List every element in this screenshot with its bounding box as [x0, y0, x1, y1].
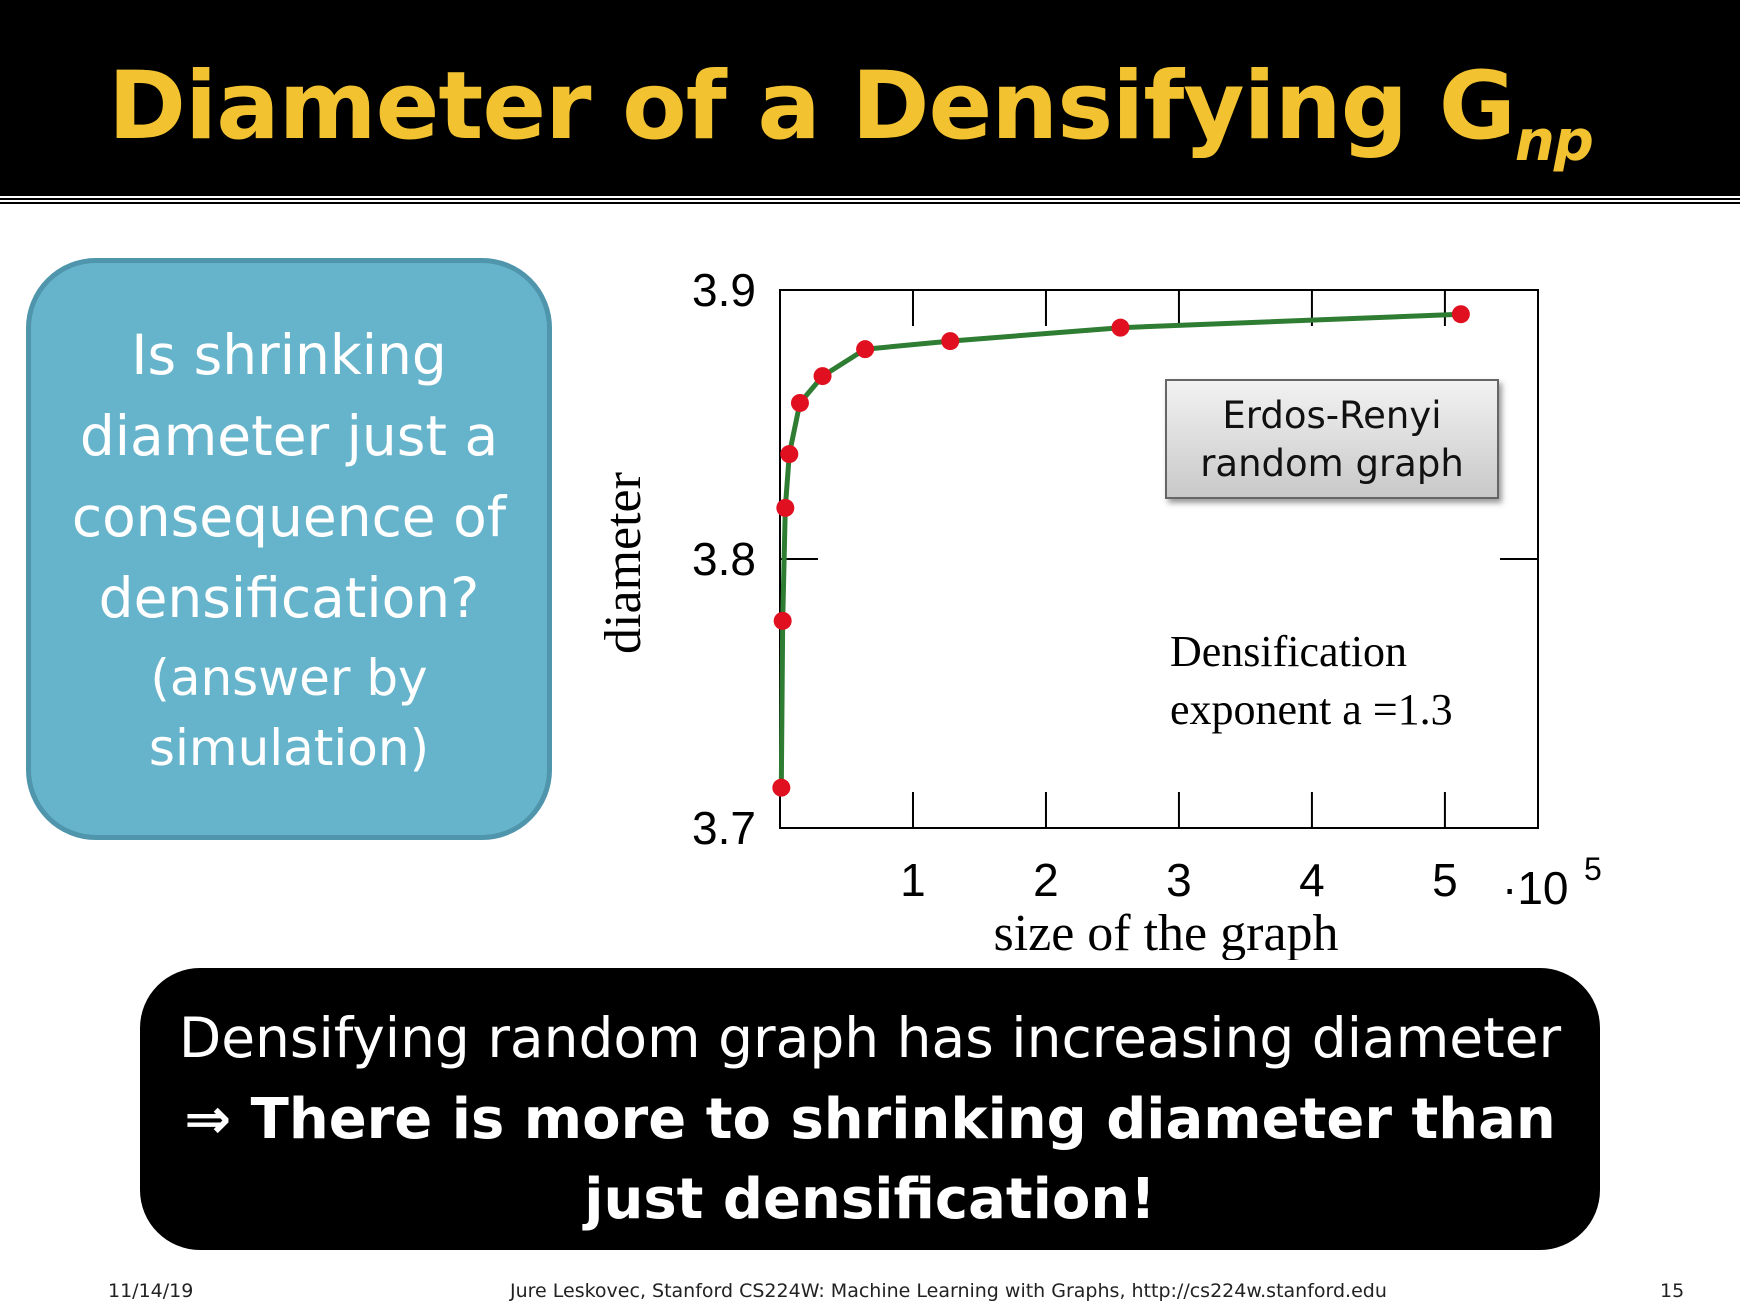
data-point	[1451, 305, 1470, 324]
question-box: Is shrinking diameter just a consequence…	[26, 258, 552, 840]
conclusion-line-1: Densifying random graph has increasing d…	[178, 1006, 1562, 1070]
conclusion-line-3: just densification!	[584, 1167, 1156, 1232]
footer-page-number: 15	[1660, 1280, 1685, 1302]
conclusion-box: Densifying random graph has increasing d…	[140, 968, 1600, 1250]
series-line	[778, 311, 1461, 788]
title-divider	[0, 198, 1740, 204]
legend-box	[1165, 379, 1499, 499]
conclusion-line-2: ⇒ There is more to shrinking diameter th…	[184, 1087, 1556, 1152]
x-tick-label: 2	[1033, 854, 1059, 906]
x-tick-label: 3	[1166, 854, 1192, 906]
question-sub-2: simulation)	[148, 719, 430, 777]
x-multiplier-label: ·10	[1502, 862, 1568, 914]
x-axis-label: size of the graph	[993, 905, 1338, 960]
data-point	[780, 445, 799, 464]
y-axis-label: diameter	[595, 472, 652, 654]
x-tick-label: 4	[1299, 854, 1325, 906]
question-line-3: consequence of	[71, 485, 507, 549]
x-multiplier-exponent: 5	[1584, 851, 1602, 887]
data-point	[773, 611, 792, 630]
axes-layer: 1 2 3 4 5 3.7 3.8 3.9 ·10 5	[692, 264, 1602, 914]
x-tick-label: 1	[900, 854, 926, 906]
question-sub-1: (answer by	[150, 649, 428, 707]
data-point	[772, 778, 791, 797]
y-tick-label: 3.7	[692, 802, 756, 854]
question-line-1: Is shrinking	[131, 323, 447, 387]
diameter-chart: 1 2 3 4 5 3.7 3.8 3.9 ·10 5 Erdos-Renyi random gr…	[595, 264, 1602, 960]
footer-credit: Jure Leskovec, Stanford CS224W: Machine …	[510, 1280, 1387, 1302]
slide-title-main: Diameter of a Densifying G	[108, 52, 1516, 161]
footer-date: 11/14/19	[108, 1280, 194, 1302]
title-bar: Diameter of a Densifying Gnp	[0, 0, 1740, 196]
data-point	[856, 340, 875, 359]
data-point	[813, 367, 832, 386]
plot-frame	[779, 289, 1539, 829]
annotation-line-2: exponent a =1.3	[1170, 685, 1453, 734]
data-point	[941, 332, 960, 351]
y-tick-label: 3.9	[692, 264, 756, 316]
question-line-2: diameter just a	[79, 404, 499, 468]
data-layer	[772, 305, 1470, 797]
question-line-4: densification?	[98, 566, 480, 630]
slide-title: Diameter of a Densifying Gnp	[108, 52, 1594, 174]
x-tick-label: 5	[1432, 854, 1458, 906]
data-point	[1111, 318, 1130, 337]
legend-line-1: Erdos-Renyi	[1222, 394, 1441, 437]
y-tick-label: 3.8	[692, 533, 756, 585]
data-point	[790, 393, 809, 412]
annotation-line-1: Densification	[1170, 627, 1407, 676]
slide-title-subscript: np	[1514, 109, 1594, 174]
legend-line-2: random graph	[1200, 442, 1464, 485]
data-point	[776, 498, 795, 517]
legend-layer: Erdos-Renyi random graph	[1165, 379, 1499, 499]
